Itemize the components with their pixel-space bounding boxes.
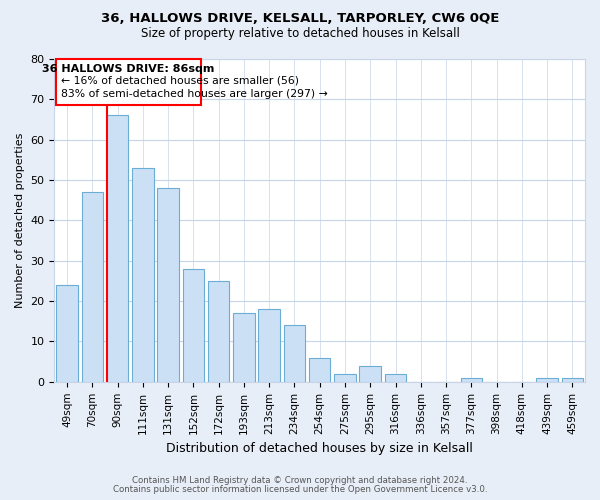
FancyBboxPatch shape [56,59,201,106]
Text: ← 16% of detached houses are smaller (56): ← 16% of detached houses are smaller (56… [61,76,299,86]
Bar [132,168,154,382]
Text: 83% of semi-detached houses are larger (297) →: 83% of semi-detached houses are larger (… [61,90,328,100]
X-axis label: Distribution of detached houses by size in Kelsall: Distribution of detached houses by size … [166,442,473,455]
Bar [259,309,280,382]
Bar [208,281,229,382]
Bar [334,374,356,382]
Bar [82,192,103,382]
Bar [461,378,482,382]
Text: Contains HM Land Registry data © Crown copyright and database right 2024.: Contains HM Land Registry data © Crown c… [132,476,468,485]
Bar [359,366,381,382]
Bar [157,188,179,382]
Bar [385,374,406,382]
Bar [284,326,305,382]
Text: Contains public sector information licensed under the Open Government Licence v3: Contains public sector information licen… [113,484,487,494]
Bar [233,313,254,382]
Bar [56,285,78,382]
Text: 36, HALLOWS DRIVE, KELSALL, TARPORLEY, CW6 0QE: 36, HALLOWS DRIVE, KELSALL, TARPORLEY, C… [101,12,499,26]
Text: Size of property relative to detached houses in Kelsall: Size of property relative to detached ho… [140,28,460,40]
Bar [107,116,128,382]
Y-axis label: Number of detached properties: Number of detached properties [15,132,25,308]
Text: 36 HALLOWS DRIVE: 86sqm: 36 HALLOWS DRIVE: 86sqm [42,64,214,74]
Bar [562,378,583,382]
Bar [536,378,558,382]
Bar [309,358,331,382]
Bar [182,269,204,382]
